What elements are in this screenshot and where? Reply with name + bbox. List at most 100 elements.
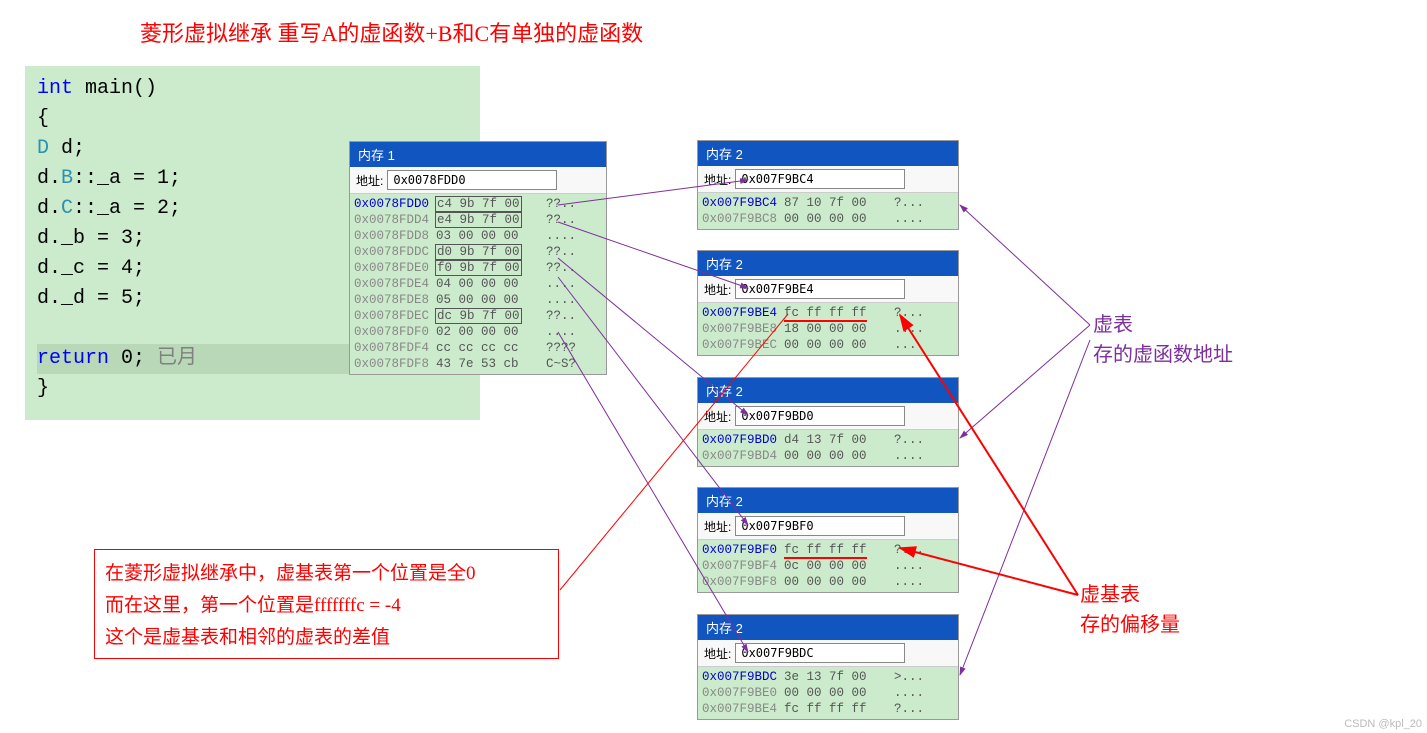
code-text: ::_a = 1;: [73, 167, 181, 190]
memory-address: 0x0078FDEC: [354, 309, 436, 323]
memory-body: 0x007F9BDC3e 13 7f 00 >...0x007F9BE000 0…: [698, 667, 958, 719]
note-line: 虚基表: [1080, 580, 1180, 610]
address-label: 地址:: [704, 281, 731, 298]
memory-address-row: 地址:: [698, 276, 958, 303]
memory-ascii: ?...: [894, 543, 924, 557]
memory-panel-2a: 内存 2 地址: 0x007F9BC487 10 7f 00 ?...0x007…: [697, 140, 959, 230]
memory-address-row: 地址:: [698, 403, 958, 430]
memory-hex: 03 00 00 00: [436, 229, 546, 243]
memory-hex: fc ff ff ff: [784, 702, 894, 716]
memory-ascii: ????: [546, 341, 576, 355]
address-input[interactable]: [735, 516, 905, 536]
memory-address: 0x0078FDDC: [354, 245, 436, 259]
memory-panel-1: 内存 1 地址: 0x0078FDD0c4 9b 7f 00 ??..0x007…: [349, 141, 607, 375]
memory-row: 0x007F9BF800 00 00 00 ....: [698, 574, 958, 590]
memory-row: 0x0078FDE805 00 00 00 ....: [350, 292, 606, 308]
keyword: return: [37, 347, 109, 370]
memory-row: 0x007F9BE818 00 00 00 ....: [698, 321, 958, 337]
memory-address: 0x007F9BEC: [702, 338, 784, 352]
memory-ascii: ??..: [546, 309, 576, 323]
memory-row: 0x007F9BE000 00 00 00 ....: [698, 685, 958, 701]
memory-titlebar: 内存 2: [698, 488, 958, 513]
memory-address: 0x007F9BF8: [702, 575, 784, 589]
address-input[interactable]: [735, 169, 905, 189]
memory-address-row: 地址:: [698, 513, 958, 540]
memory-hex: 43 7e 53 cb: [436, 357, 546, 371]
address-input[interactable]: [735, 406, 905, 426]
memory-body: 0x007F9BE4fc ff ff ff ?...0x007F9BE818 0…: [698, 303, 958, 355]
memory-hex: 00 00 00 00: [784, 338, 894, 352]
memory-ascii: ....: [894, 686, 924, 700]
memory-ascii: ??..: [546, 197, 576, 211]
memory-address: 0x0078FDF0: [354, 325, 436, 339]
memory-address: 0x007F9BD0: [702, 433, 784, 447]
memory-row: 0x0078FDECdc 9b 7f 00 ??..: [350, 308, 606, 324]
memory-titlebar: 内存 1: [350, 142, 606, 167]
memory-panel-2d: 内存 2 地址: 0x007F9BF0fc ff ff ff ?...0x007…: [697, 487, 959, 593]
memory-row: 0x0078FDD4e4 9b 7f 00 ??..: [350, 212, 606, 228]
class-name: D: [37, 137, 49, 160]
memory-body: 0x0078FDD0c4 9b 7f 00 ??..0x0078FDD4e4 9…: [350, 194, 606, 374]
memory-ascii: ....: [546, 293, 576, 307]
page-title: 菱形虚拟继承 重写A的虚函数+B和C有单独的虚函数: [140, 16, 643, 48]
memory-ascii: ....: [894, 449, 924, 463]
memory-ascii: ??..: [546, 245, 576, 259]
memory-row: 0x007F9BC487 10 7f 00 ?...: [698, 195, 958, 211]
memory-ascii: ....: [894, 338, 924, 352]
memory-ascii: ?...: [894, 196, 924, 210]
address-input[interactable]: [735, 279, 905, 299]
address-input[interactable]: [387, 170, 557, 190]
address-input[interactable]: [735, 643, 905, 663]
code-text: ;: [133, 347, 145, 370]
memory-row: 0x0078FDDCd0 9b 7f 00 ??..: [350, 244, 606, 260]
memory-address-row: 地址:: [698, 166, 958, 193]
memory-body: 0x007F9BD0d4 13 7f 00 ?...0x007F9BD400 0…: [698, 430, 958, 466]
note-line: 这个是虚基表和相邻的虚表的差值: [105, 622, 548, 654]
code-text: ::_a = 2;: [73, 197, 181, 220]
memory-hex: 3e 13 7f 00: [784, 670, 894, 684]
memory-ascii: ....: [546, 229, 576, 243]
code-hint: 已月: [145, 347, 197, 370]
address-label: 地址:: [704, 171, 731, 188]
memory-row: 0x007F9BDC3e 13 7f 00 >...: [698, 669, 958, 685]
annotation-note-bottom: 在菱形虚拟继承中，虚基表第一个位置是全0 而在这里，第一个位置是fffffffc…: [94, 549, 559, 659]
memory-address: 0x007F9BDC: [702, 670, 784, 684]
memory-row: 0x007F9BE4fc ff ff ff ?...: [698, 305, 958, 321]
memory-address-row: 地址:: [698, 640, 958, 667]
memory-row: 0x0078FDF4cc cc cc cc ????: [350, 340, 606, 356]
memory-row: 0x007F9BE4fc ff ff ff ?...: [698, 701, 958, 717]
memory-titlebar: 内存 2: [698, 378, 958, 403]
memory-ascii: ....: [894, 212, 924, 226]
annotation-vbtable: 虚基表 存的偏移量: [1080, 580, 1180, 640]
memory-hex: 87 10 7f 00: [784, 196, 894, 210]
memory-row: 0x007F9BEC00 00 00 00 ....: [698, 337, 958, 353]
memory-address: 0x0078FDD0: [354, 197, 436, 211]
keyword: int: [37, 77, 73, 100]
memory-row: 0x007F9BD0d4 13 7f 00 ?...: [698, 432, 958, 448]
memory-ascii: >...: [894, 670, 924, 684]
code-line: {: [37, 104, 468, 134]
memory-hex: 02 00 00 00: [436, 325, 546, 339]
memory-hex: fc ff ff ff: [784, 306, 894, 320]
memory-address: 0x0078FDF8: [354, 357, 436, 371]
memory-hex: 18 00 00 00: [784, 322, 894, 336]
memory-row: 0x007F9BC800 00 00 00 ....: [698, 211, 958, 227]
memory-ascii: ....: [894, 575, 924, 589]
memory-panel-2c: 内存 2 地址: 0x007F9BD0d4 13 7f 00 ?...0x007…: [697, 377, 959, 467]
memory-ascii: ....: [894, 322, 924, 336]
memory-ascii: ....: [546, 325, 576, 339]
memory-address: 0x007F9BC8: [702, 212, 784, 226]
memory-hex: f0 9b 7f 00: [436, 261, 546, 275]
memory-address: 0x0078FDD8: [354, 229, 436, 243]
watermark: CSDN @kpl_20: [1344, 718, 1422, 730]
memory-hex: 00 00 00 00: [784, 686, 894, 700]
memory-address: 0x0078FDF4: [354, 341, 436, 355]
memory-titlebar: 内存 2: [698, 141, 958, 166]
memory-ascii: ?...: [894, 433, 924, 447]
address-label: 地址:: [704, 518, 731, 535]
memory-address: 0x0078FDE0: [354, 261, 436, 275]
memory-row: 0x007F9BD400 00 00 00 ....: [698, 448, 958, 464]
code-text: d;: [49, 137, 85, 160]
note-line: 在菱形虚拟继承中，虚基表第一个位置是全0: [105, 558, 548, 590]
memory-ascii: ....: [894, 559, 924, 573]
